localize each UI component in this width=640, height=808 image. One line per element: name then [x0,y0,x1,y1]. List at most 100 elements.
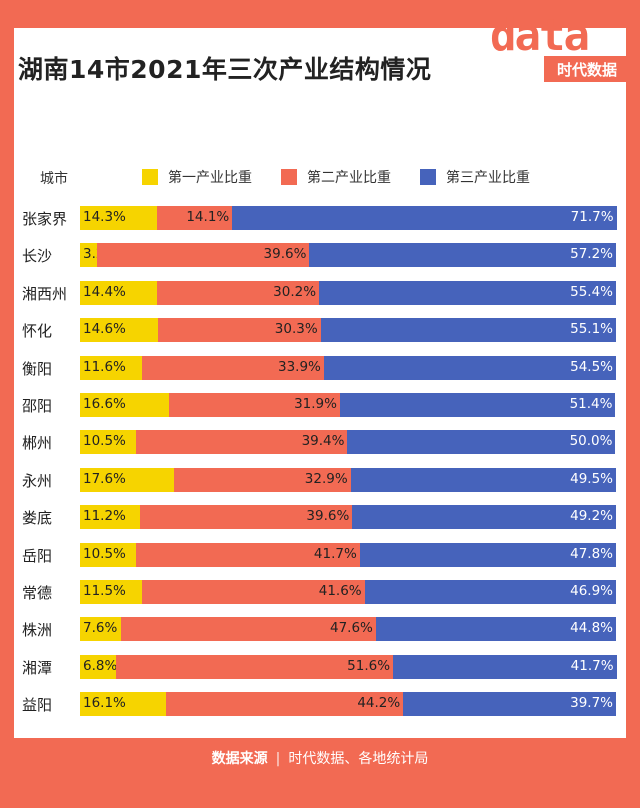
bar-segment-primary [80,430,137,455]
data-label: 51.4% [569,396,613,412]
data-label: 14.3% [83,209,126,225]
data-label: 30.3% [274,321,318,338]
category-label: 长沙 [22,247,53,266]
legend-swatch-tertiary [420,169,436,185]
category-label: 益阳 [22,696,53,715]
bar-segment-secondary [158,318,321,343]
bar-segment-tertiary [375,617,616,642]
data-label: 41.7% [313,545,357,562]
bar-segment-secondary [156,206,233,230]
data-label: 17.6% [83,470,126,487]
bar-segment-secondary [120,617,376,642]
legend-label-secondary: 第二产业比重 [307,170,391,186]
bar-row: 邵阳 16.6% 31.9% 51.4% [0,393,640,417]
bar-segment-primary [80,654,117,679]
bar-segment-secondary [142,355,324,380]
legend-item-primary: 第一产业比重 [142,167,252,187]
data-label: 30.2% [273,283,317,300]
bar-segment-secondary [166,692,404,717]
bar-segment-tertiary [339,393,616,417]
bar-row: 娄底 11.2% 39.6% 49.2% [0,505,640,530]
bar-row: 湘西州 14.4% 30.2% 55.4% [0,280,640,305]
data-label: 16.6% [83,396,126,412]
category-label: 常德 [22,584,53,602]
bar-segment-secondary [116,654,393,679]
data-label: 41.6% [318,583,362,599]
category-label: 娄底 [22,509,53,528]
category-header: 城市 [40,171,68,187]
bar-segment-primary [80,393,169,417]
category-label: 怀化 [22,322,53,341]
data-label: 49.2% [570,508,613,525]
legend-item-secondary: 第二产业比重 [281,167,391,187]
bar-row: 张家界 14.3% 14.1% 71.7% [0,206,640,230]
legend-swatch-primary [142,169,158,185]
bar-segment-primary [80,318,159,343]
data-label: 47.6% [329,620,373,637]
bar-row: 湘潭 6.8% 51.6% 41.7% [0,654,640,679]
data-label: 55.4% [570,283,613,300]
bar-row: 永州 17.6% 32.9% 49.5% [0,467,640,492]
bar-row: 岳阳 10.5% 41.7% 47.8% [0,542,640,567]
source-note: 数据来源 | 时代数据、各地统计局 [0,748,640,768]
bar-row: 怀化 14.6% 30.3% 55.1% [0,318,640,343]
bar-segment-tertiary [350,467,616,492]
bar-segment-primary [80,542,137,567]
data-label: 54.5% [570,358,613,375]
data-label: 16.1% [83,695,126,712]
bar-segment-primary [80,355,143,380]
bar-segment-tertiary [347,430,616,455]
data-label: 50.0% [569,433,613,450]
data-label: 10.5% [83,433,126,450]
category-label: 邵阳 [22,397,53,415]
data-label: 39.6% [306,508,350,525]
data-label: 14.4% [83,283,126,300]
bar-segment-tertiary [323,355,616,380]
chart-title: 湖南14市2021年三次产业结构情况 [18,55,432,84]
data-label: 71.7% [570,209,614,225]
bar-row: 长沙3.2%39.6%57.2% [0,243,640,268]
source-separator: | [275,751,281,767]
source-text: 时代数据、各地统计局 [288,751,429,767]
bar-row: 郴州 10.5% 39.4% 50.0% [0,430,640,455]
legend-label-tertiary: 第三产业比重 [446,170,530,186]
data-label: 57.2% [570,246,613,263]
bar-segment-secondary [168,393,340,417]
data-label: 14.6% [83,321,126,338]
bar-segment-primary [80,580,142,604]
data-label: 11.5% [83,583,126,599]
data-label: 11.2% [83,508,126,525]
bar-row: 衡阳 11.6% 33.9% 54.5% [0,355,640,380]
bar-row: 常德 11.5% 41.6% 46.9% [0,580,640,604]
bar-segment-primary [80,505,141,530]
bar-segment-tertiary [352,505,616,530]
category-label: 张家界 [22,210,68,228]
bar-segment-primary [80,617,121,642]
category-label: 衡阳 [22,359,53,378]
bar-segment-tertiary [320,318,616,343]
data-label: 51.6% [347,657,391,674]
bar-row: 株洲 7.6% 47.6% 44.8% [0,617,640,642]
legend-swatch-secondary [281,169,297,185]
data-label: 46.9% [570,583,613,599]
bar-segment-primary [80,692,167,717]
category-label: 株洲 [22,621,53,640]
data-label: 55.1% [570,321,613,338]
data-label: 11.6% [83,358,126,375]
data-label: 10.5% [83,545,126,562]
data-label: 33.9% [278,358,321,375]
bar-segment-secondary [174,467,351,492]
category-label: 湘西州 [22,284,68,303]
data-label: 44.8% [570,620,613,637]
bar-segment-secondary [136,430,348,455]
bar-row: 益阳 16.1% 44.2% 39.7% [0,692,640,717]
bar-segment-secondary [140,505,353,530]
data-label: 39.4% [301,433,345,450]
data-label: 32.9% [304,470,348,487]
logo-subtext: 时代数据 [557,61,617,79]
data-label: 14.1% [186,209,230,225]
data-label: 39.6% [263,246,307,263]
data-label: 41.7% [570,657,614,674]
bar-segment-tertiary [319,280,616,305]
bar-segment-secondary [136,542,360,567]
